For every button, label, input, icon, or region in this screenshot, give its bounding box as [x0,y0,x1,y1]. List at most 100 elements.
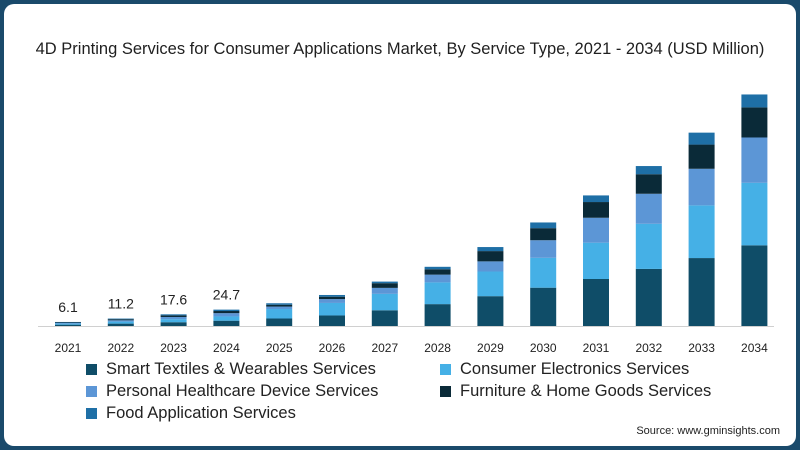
bar-segment-2033-series-2 [688,168,715,206]
bar-segment-2034-series-0 [741,245,768,326]
bar-segment-2024-series-2 [213,313,240,317]
bar-segment-2031-series-2 [583,217,609,243]
bar-segment-2021-series-0 [55,324,81,326]
bar-segment-2022-series-0 [107,323,134,326]
data-label-2021: 6.1 [58,299,78,315]
chart-frame: 4D Printing Services for Consumer Applic… [4,4,796,446]
x-tick-label: 2024 [213,341,240,355]
bar-segment-2022-series-1 [107,321,134,324]
bar-segment-2027-series-4 [371,281,398,284]
legend-swatch-consumer-electronics [440,364,451,375]
bar-segment-2032-series-4 [635,166,662,175]
bar-segment-2025-series-3 [266,304,293,307]
bar-segment-2028-series-2 [424,274,451,283]
bar-segment-2032-series-1 [635,223,662,269]
bar-segment-2023-series-4 [160,314,187,316]
bar-segment-2022-series-4 [107,318,134,320]
bar-segment-2026-series-4 [319,294,345,297]
legend-swatch-food-application [86,408,97,419]
bar-segment-2032-series-3 [635,174,662,194]
bar-segment-2034-series-2 [741,137,768,183]
bar-segment-2027-series-2 [371,287,398,294]
bar-segment-2027-series-1 [371,293,398,311]
bar-segment-2030-series-2 [530,240,557,258]
x-tick-label: 2033 [688,341,715,355]
bar-segment-2029-series-1 [477,271,504,297]
bar-segment-2029-series-2 [477,261,504,272]
bar-segment-2031-series-0 [583,279,609,326]
chart-title: 4D Printing Services for Consumer Applic… [35,40,765,58]
legend: Smart Textiles & Wearables Services Cons… [4,4,796,446]
bar-segment-2033-series-4 [688,132,715,145]
bar-segment-2034-series-1 [741,182,768,246]
x-tick-label: 2023 [160,341,187,355]
legend-label: Smart Textiles & Wearables Services [106,360,376,378]
x-tick-label: 2021 [55,341,82,355]
legend-item-personal-healthcare: Personal Healthcare Device Services [86,382,378,401]
bar-segment-2030-series-1 [530,257,557,288]
x-tick-label: 2028 [424,341,451,355]
bar-segment-2031-series-3 [583,202,609,218]
bar-segment-2029-series-3 [477,251,504,262]
bar-segment-2028-series-1 [424,282,451,305]
x-tick-label: 2029 [477,341,504,355]
x-tick-label: 2031 [583,341,610,355]
data-label-2022: 11.2 [108,296,134,312]
bar-segment-2031-series-4 [583,195,609,203]
bar-segment-2024-series-3 [213,311,240,314]
legend-item-furniture-home-goods: Furniture & Home Goods Services [440,382,711,401]
bar-segment-2024-series-1 [213,316,240,321]
bar-segment-2028-series-4 [424,266,451,270]
bar-segment-2024-series-0 [213,320,240,326]
bar-segment-2023-series-3 [160,315,187,317]
bar-segment-2023-series-2 [160,316,187,320]
bar-segment-2026-series-1 [319,302,345,316]
bar-segment-2023-series-0 [160,322,187,326]
bar-segment-2026-series-2 [319,299,345,303]
bar-segment-2030-series-4 [530,222,557,229]
data-label-2024: 24.7 [213,287,240,303]
legend-swatch-personal-healthcare [86,386,97,397]
bar-segment-2026-series-3 [319,296,345,300]
bar-segment-2022-series-2 [107,320,134,322]
bar-segment-2032-series-2 [635,193,662,224]
legend-label: Personal Healthcare Device Services [106,382,379,400]
bar-segment-2025-series-0 [266,318,293,326]
bar-segment-2025-series-1 [266,309,293,319]
bar-segment-2027-series-3 [371,283,398,288]
bar-segment-2033-series-1 [688,205,715,259]
bar-segment-2034-series-3 [741,107,768,138]
bar-segment-2028-series-3 [424,269,451,275]
x-tick-label: 2022 [107,341,134,355]
x-tick-label: 2025 [266,341,293,355]
legend-label: Consumer Electronics Services [460,360,690,378]
x-tick-label: 2034 [741,341,768,355]
bar-segment-2031-series-1 [583,242,609,280]
bar-segment-2029-series-4 [477,247,504,252]
x-tick-label: 2027 [371,341,398,355]
bar-segment-2023-series-1 [160,319,187,323]
legend-item-consumer-electronics: Consumer Electronics Services [440,360,689,379]
bar-segment-2025-series-4 [266,303,293,305]
bar-segment-2030-series-0 [530,287,557,326]
x-tick-label: 2026 [319,341,346,355]
bar-segment-2033-series-0 [688,258,715,326]
bar-segment-2024-series-4 [213,309,240,312]
legend-label: Furniture & Home Goods Services [460,382,712,400]
bar-segment-2030-series-3 [530,228,557,241]
data-label-2023: 17.6 [160,291,187,307]
legend-swatch-smart-textiles [86,364,97,375]
bar-chart: 2021 6.1 2022 11.2 2023 17.6 2024 24.7 2025 2026 2… [38,94,774,355]
source-note: Source: www.gminsights.com [636,425,780,437]
bar-segment-2028-series-0 [424,304,451,326]
bar-segment-2021-series-1 [55,323,81,325]
bar-segment-2033-series-3 [688,144,715,169]
bar-segment-2034-series-4 [741,94,768,108]
x-tick-label: 2032 [635,341,662,355]
bar-segment-2032-series-0 [635,268,662,326]
bar-segment-2026-series-0 [319,315,345,326]
x-tick-label: 2030 [530,341,557,355]
legend-item-smart-textiles: Smart Textiles & Wearables Services [86,360,376,379]
legend-swatch-furniture-home-goods [440,386,451,397]
bar-segment-2027-series-0 [371,310,398,326]
